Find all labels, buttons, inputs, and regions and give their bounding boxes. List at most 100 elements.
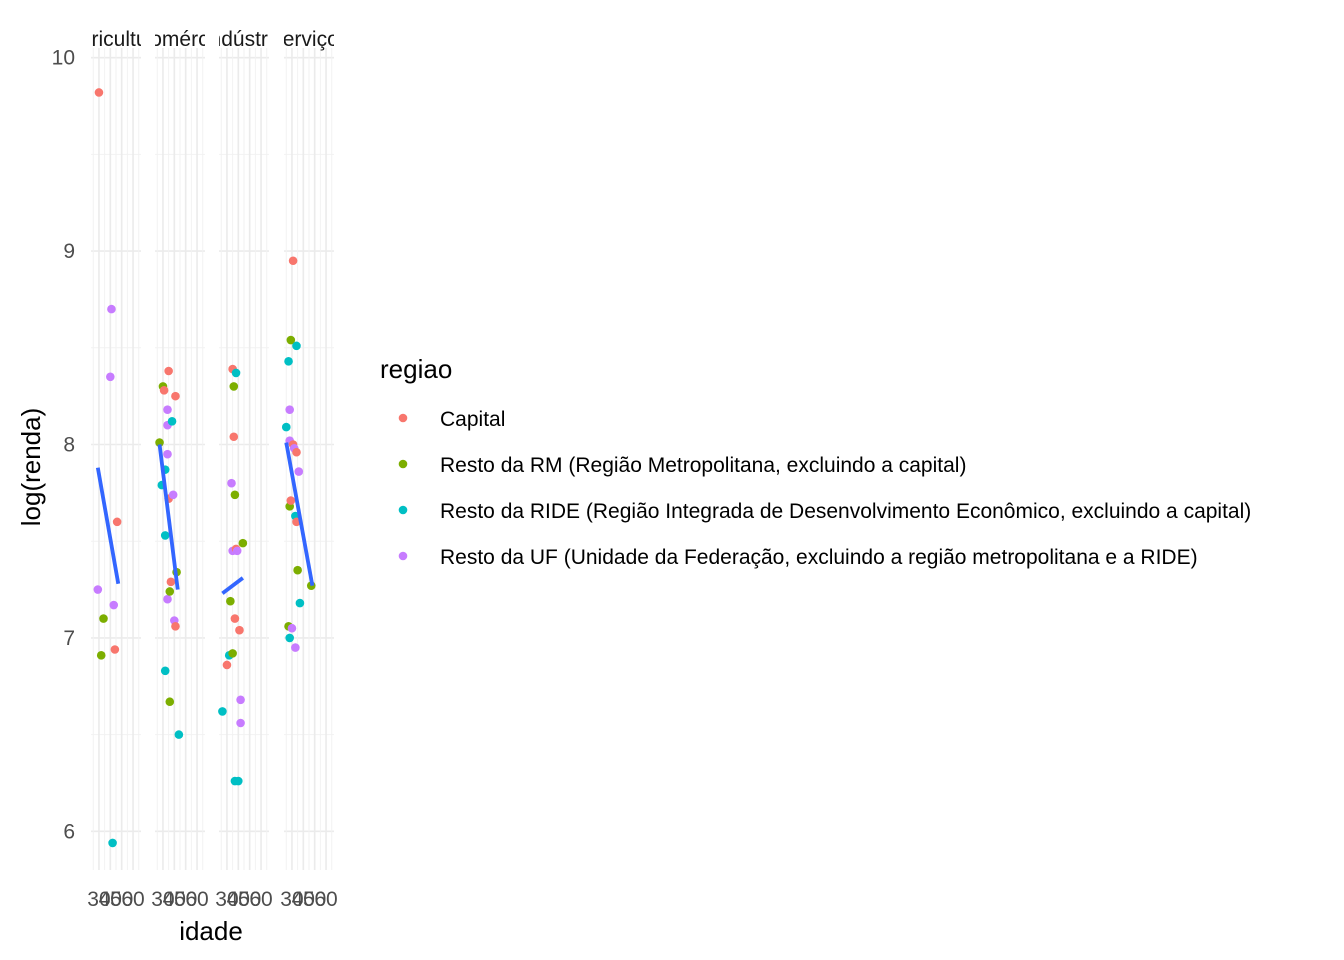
data-point	[227, 478, 236, 488]
data-point	[234, 776, 243, 786]
data-point	[293, 565, 302, 575]
data-point	[295, 598, 305, 608]
legend: regiao Capital Resto da RM (Região Metrop…	[380, 354, 1251, 569]
facet-strip-label: Indústria	[204, 28, 285, 51]
data-point	[163, 449, 172, 459]
data-point	[163, 594, 172, 604]
legend-title: regiao	[380, 354, 452, 384]
legend-label: Resto da RIDE (Região Integrada de Desen…	[440, 500, 1251, 523]
x-tick-label: 50	[303, 888, 326, 911]
data-point	[236, 695, 245, 705]
x-tick-label: 40	[292, 888, 315, 911]
legend-label: Resto da RM (Região Metropolitana, exclu…	[440, 454, 966, 477]
y-tick-label: 10	[52, 47, 75, 70]
data-point	[171, 622, 180, 631]
data-point	[231, 368, 241, 378]
data-point	[288, 256, 298, 266]
x-tick-label: 30	[151, 888, 174, 911]
data-point	[159, 386, 169, 395]
facet-strip-label: Serviços	[269, 28, 350, 51]
data-point	[106, 372, 115, 382]
data-point	[238, 538, 248, 548]
data-point	[286, 335, 296, 345]
data-point	[292, 341, 301, 351]
data-point	[167, 416, 177, 426]
data-point	[218, 707, 227, 716]
legend-key	[398, 413, 408, 423]
y-tick-label: 7	[63, 627, 75, 650]
y-axis-tick-labels: 6 7 8 9 10	[52, 47, 75, 844]
x-tick-label: 40	[163, 888, 186, 911]
data-point	[226, 596, 235, 606]
x-tick-label: 50	[110, 888, 133, 911]
data-point	[285, 633, 294, 643]
data-point	[284, 357, 293, 366]
data-point	[165, 697, 175, 707]
x-tick-label: 30	[87, 888, 110, 911]
data-point	[222, 660, 232, 670]
x-axis-title: idade	[179, 916, 243, 946]
x-tick-label: 60	[185, 888, 208, 911]
y-tick-label: 6	[63, 820, 75, 843]
data-point	[230, 614, 240, 623]
x-tick-label: 50	[238, 888, 261, 911]
trend-line	[95, 467, 121, 585]
data-point	[235, 625, 244, 635]
data-point	[112, 517, 122, 527]
data-point	[160, 531, 170, 540]
data-point	[230, 490, 240, 500]
legend-key	[398, 505, 408, 515]
legend-label: Capital	[440, 408, 505, 431]
data-point	[228, 649, 237, 658]
data-point	[232, 546, 242, 556]
x-tick-label: 50	[174, 888, 197, 911]
data-point	[155, 438, 164, 447]
data-point	[294, 467, 304, 476]
trend-line	[284, 442, 315, 587]
legend-key	[398, 551, 408, 561]
data-point	[292, 447, 301, 457]
y-axis-title: log(renda)	[16, 408, 46, 527]
chart-panels: Agricultura30405060Comércio30405060Indús…	[66, 28, 350, 911]
data-point	[110, 645, 120, 654]
data-point	[168, 490, 178, 500]
data-point	[160, 666, 170, 676]
data-point	[287, 623, 297, 633]
facet-strip-label: Agricultura	[66, 28, 167, 51]
legend-key	[398, 459, 408, 469]
x-tick-label: 30	[215, 888, 238, 911]
legend-label: Resto da UF (Unidade da Federação, exclu…	[440, 546, 1198, 569]
data-point	[94, 88, 104, 97]
y-tick-label: 9	[63, 240, 75, 263]
data-point	[174, 730, 184, 739]
x-tick-label: 30	[280, 888, 303, 911]
facet-strip-label: Comércio	[135, 28, 225, 51]
x-tick-label: 60	[314, 888, 337, 911]
data-point	[166, 577, 176, 587]
data-point	[108, 838, 117, 848]
data-point	[171, 391, 180, 401]
trend-line	[221, 576, 245, 595]
data-point	[99, 614, 108, 623]
data-point	[107, 304, 116, 314]
x-tick-label: 40	[227, 888, 250, 911]
y-tick-label: 8	[63, 433, 75, 456]
data-point	[229, 432, 239, 442]
data-point	[96, 651, 106, 660]
data-point	[236, 718, 245, 728]
data-point	[109, 600, 119, 610]
x-tick-label: 40	[99, 888, 122, 911]
data-point	[285, 405, 294, 414]
trend-line	[157, 444, 180, 590]
data-point	[163, 405, 172, 414]
x-tick-label: 60	[249, 888, 272, 911]
data-point	[165, 587, 175, 596]
x-tick-label: 60	[121, 888, 144, 911]
data-point	[291, 643, 300, 652]
data-point	[281, 422, 291, 432]
